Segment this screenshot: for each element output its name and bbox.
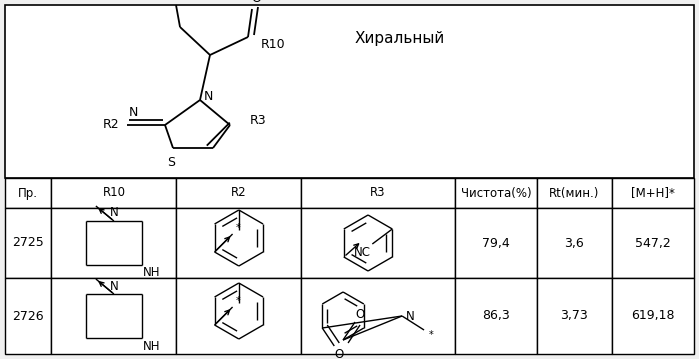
Bar <box>612 208 694 278</box>
Text: NH: NH <box>143 266 161 280</box>
Text: Хиральный: Хиральный <box>355 31 445 46</box>
Bar <box>5 178 52 208</box>
Text: Чистота(%): Чистота(%) <box>461 186 531 200</box>
Text: R10: R10 <box>102 186 125 200</box>
Text: N: N <box>110 206 118 219</box>
Text: N: N <box>129 107 138 120</box>
Text: NH: NH <box>143 340 161 353</box>
Text: R2: R2 <box>231 186 247 200</box>
Text: 2726: 2726 <box>13 309 44 322</box>
Bar <box>301 208 455 278</box>
Bar <box>5 5 694 178</box>
Text: 3,6: 3,6 <box>565 237 584 250</box>
Text: [M+H]*: [M+H]* <box>631 186 675 200</box>
Bar <box>5 278 52 354</box>
Bar <box>537 178 612 208</box>
Text: 2725: 2725 <box>13 237 44 250</box>
Bar <box>5 208 52 278</box>
Text: R3: R3 <box>250 113 266 126</box>
Text: *: * <box>236 223 241 233</box>
Bar <box>455 178 537 208</box>
Text: O: O <box>251 0 261 5</box>
Text: N: N <box>405 309 415 322</box>
Text: N: N <box>110 280 118 293</box>
Bar <box>612 178 694 208</box>
Text: NC: NC <box>354 246 370 258</box>
Text: OH: OH <box>159 0 178 1</box>
Text: *: * <box>236 296 241 306</box>
Bar <box>537 208 612 278</box>
Text: N: N <box>203 89 212 103</box>
Text: 619,18: 619,18 <box>631 309 675 322</box>
Text: 547,2: 547,2 <box>635 237 671 250</box>
Bar <box>301 278 455 354</box>
Bar <box>176 208 301 278</box>
Text: R3: R3 <box>370 186 386 200</box>
Text: 86,3: 86,3 <box>482 309 510 322</box>
Bar <box>301 178 455 208</box>
Bar <box>52 278 176 354</box>
Text: 3,73: 3,73 <box>561 309 589 322</box>
Bar <box>455 278 537 354</box>
Bar <box>52 178 176 208</box>
Text: O: O <box>335 348 344 359</box>
Text: R2: R2 <box>103 118 120 131</box>
Bar <box>537 278 612 354</box>
Text: O: O <box>355 308 365 321</box>
Text: 79,4: 79,4 <box>482 237 510 250</box>
Bar <box>176 278 301 354</box>
Text: R10: R10 <box>261 38 285 51</box>
Bar <box>52 208 176 278</box>
Bar <box>176 178 301 208</box>
Bar <box>612 278 694 354</box>
Bar <box>455 208 537 278</box>
Text: S: S <box>167 155 175 168</box>
Text: Пр.: Пр. <box>18 186 38 200</box>
Text: *: * <box>428 330 433 340</box>
Text: Rt(мин.): Rt(мин.) <box>549 186 600 200</box>
